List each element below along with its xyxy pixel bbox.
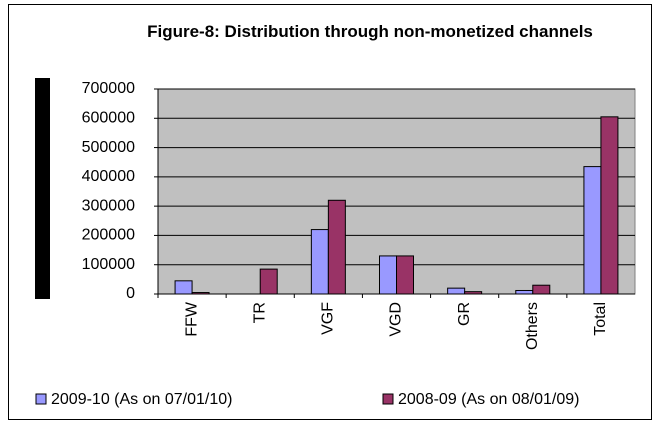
bar (259, 268, 278, 295)
bar (379, 255, 397, 295)
y-tick-label: 600000 (82, 110, 135, 127)
bar (515, 289, 534, 295)
x-tick-label: FFW (183, 301, 200, 337)
legend-label: 2009-10 (As on 07/01/10) (51, 391, 232, 408)
legend-label: 2008-09 (As on 08/01/09) (398, 391, 579, 408)
y-tick-label: 200000 (82, 227, 135, 244)
x-tick-label: GR (456, 302, 473, 326)
y-tick-label: 300000 (82, 197, 135, 214)
x-tick-label: VGD (388, 302, 405, 337)
bar (532, 284, 551, 295)
x-tick-label: Others (524, 302, 541, 350)
chart-title: Figure-8: Distribution through non-monet… (147, 22, 593, 41)
x-tick-label: TR (251, 302, 268, 323)
x-tick-label: VGF (320, 302, 337, 335)
bar (447, 287, 466, 295)
y-tick-label: 400000 (82, 168, 135, 185)
y-tick-label: 0 (126, 285, 135, 302)
bar (327, 199, 346, 295)
y-tick-label: 500000 (82, 139, 135, 156)
bar (583, 166, 602, 295)
legend-swatch (35, 393, 47, 405)
x-tick-label: Total (592, 302, 609, 336)
legend-swatch (382, 393, 394, 405)
bar (310, 229, 329, 295)
bar (396, 255, 414, 295)
bar (600, 116, 619, 295)
side-bar (35, 78, 50, 299)
y-tick-label: 700000 (82, 80, 135, 97)
y-tick-label: 100000 (82, 256, 135, 273)
bar (174, 280, 193, 295)
